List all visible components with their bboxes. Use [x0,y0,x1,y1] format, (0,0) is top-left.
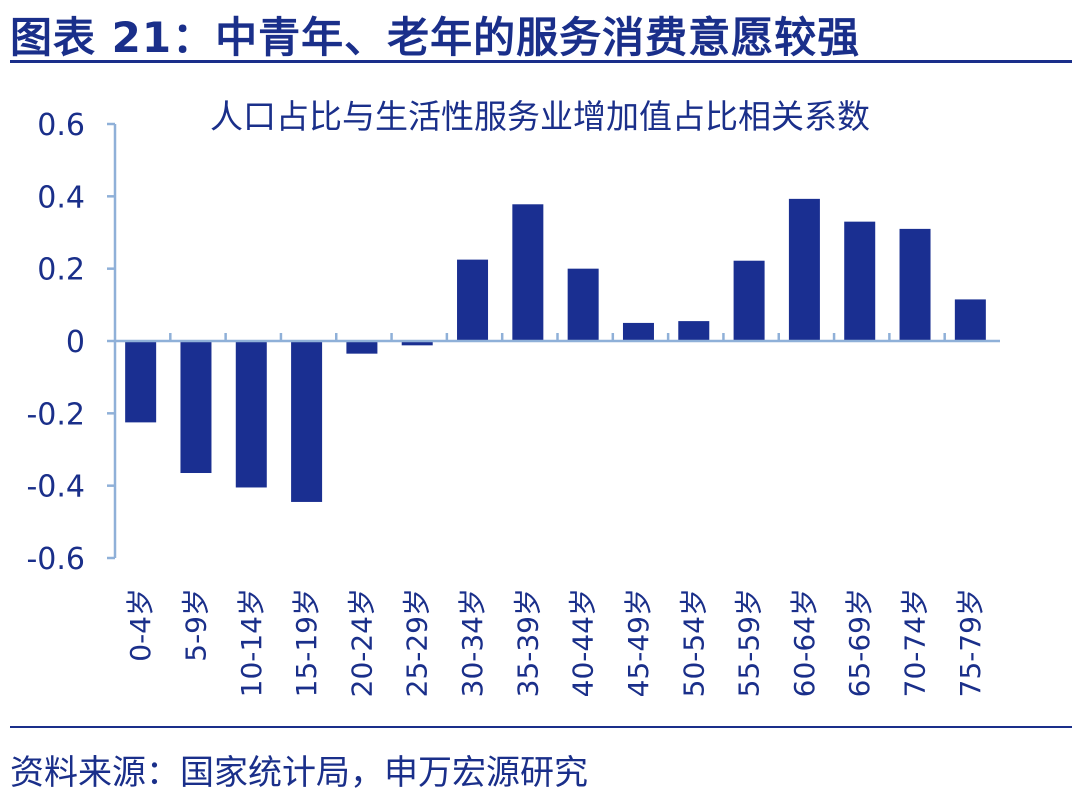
x-tick-label: 65-69岁 [843,588,876,697]
footer-divider [10,726,1072,728]
y-tick-label: 0 [66,325,85,360]
y-tick-label: 0.2 [37,253,85,288]
bar-10-14岁 [235,341,267,488]
bar-75-79岁 [954,299,986,341]
bar-25-29岁 [401,341,433,346]
bar-55-59岁 [733,260,765,341]
x-tick-label: 55-59岁 [733,588,766,697]
x-tick-label: 40-44岁 [567,588,600,697]
bar-30-34岁 [457,259,489,341]
x-tick-label: 10-14岁 [235,588,268,697]
y-axis: 0.6 0.4 0.2 0 -0.2 -0.4 -0.6 [26,108,117,577]
bar-70-74岁 [899,228,931,341]
chart-title: 人口占比与生活性服务业增加值占比相关系数 [210,97,870,136]
bar-15-19岁 [291,341,323,502]
x-tick-label: 0-4岁 [124,588,157,662]
bar-35-39岁 [512,204,544,341]
x-axis: 0-4岁 5-9岁 10-14岁 15-19岁 20-24岁 25-29岁 30-34岁 35… [115,333,1000,697]
bar-60-64岁 [788,198,820,341]
y-tick-label: 0.4 [37,180,85,215]
x-tick-label: 25-29岁 [401,588,434,697]
bar-65-69岁 [844,221,876,341]
bar-0-4岁 [125,341,157,423]
y-tick-label: -0.4 [26,470,85,505]
source-note: 资料来源：国家统计局，申万宏源研究 [10,753,588,793]
bar-50-54岁 [678,321,710,341]
x-tick-label: 20-24岁 [345,588,378,697]
x-tick-label: 50-54岁 [677,588,710,697]
x-tick-label: 70-74岁 [899,588,932,697]
y-tick-label: -0.6 [26,542,85,577]
x-tick-label: 60-64岁 [788,588,821,697]
x-tick-label: 5-9岁 [179,588,212,662]
figure-title: 图表 21：中青年、老年的服务消费意愿较强 [10,13,861,62]
bar-chart: 人口占比与生活性服务业增加值占比相关系数 0.6 0.4 0.2 0 -0.2 -0.4 -… [26,97,1000,697]
bar-45-49岁 [622,322,654,341]
x-tick-label: 45-49岁 [622,588,655,697]
x-tick-label: 30-34岁 [456,588,489,697]
bar-5-9岁 [180,341,212,474]
bar-20-24岁 [346,341,378,354]
y-tick-label: 0.6 [37,108,85,143]
bar-40-44岁 [567,268,599,341]
bars [125,198,986,502]
x-tick-label: 75-79岁 [954,588,987,697]
x-tick-label: 15-19岁 [290,588,323,697]
y-tick-label: -0.2 [26,397,85,432]
title-divider [10,60,1072,63]
x-tick-label: 35-39岁 [511,588,544,697]
